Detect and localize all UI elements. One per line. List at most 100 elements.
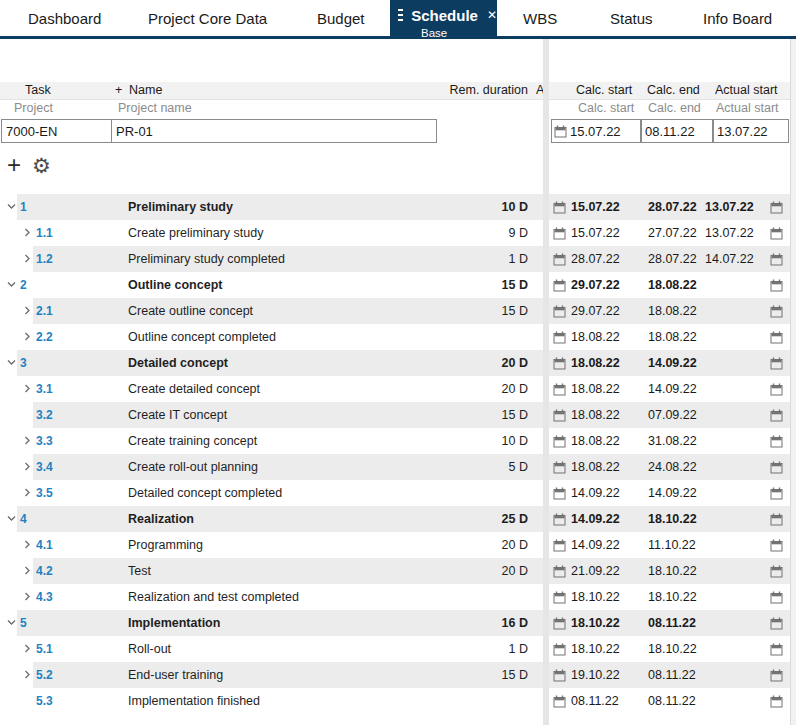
task-name[interactable]: Implementation finished bbox=[128, 694, 260, 708]
actual-start-date[interactable]: 13.07.22 bbox=[705, 226, 763, 240]
task-name[interactable]: Programming bbox=[128, 538, 203, 552]
calc-end-date[interactable]: 14.09.22 bbox=[648, 356, 705, 370]
calendar-icon[interactable] bbox=[553, 617, 566, 630]
calc-end-date[interactable]: 28.07.22 bbox=[648, 252, 705, 266]
table-row[interactable]: 4.3 Realization and test completed 18.10… bbox=[0, 584, 796, 610]
calc-end-date[interactable]: 18.10.22 bbox=[648, 642, 705, 656]
calc-start-date[interactable]: 14.09.22 bbox=[571, 512, 648, 526]
calendar-icon[interactable] bbox=[770, 643, 783, 656]
calendar-icon[interactable] bbox=[553, 357, 566, 370]
close-tab-icon[interactable]: ✕ bbox=[487, 9, 497, 21]
task-rem-duration[interactable]: 25 D bbox=[502, 512, 528, 526]
calc-start-date[interactable]: 29.07.22 bbox=[571, 304, 648, 318]
hamburger-menu-icon[interactable] bbox=[398, 9, 403, 22]
calendar-icon[interactable] bbox=[553, 461, 566, 474]
tab-info-board[interactable]: Info Board bbox=[703, 0, 772, 36]
calendar-icon[interactable] bbox=[553, 539, 566, 552]
table-row[interactable]: 2.1 Create outline concept 15 D 29.07.22… bbox=[0, 298, 796, 324]
calc-start-date[interactable]: 18.08.22 bbox=[571, 460, 648, 474]
expand-chevron-icon[interactable] bbox=[5, 513, 17, 527]
calc-start-date[interactable]: 18.08.22 bbox=[571, 434, 648, 448]
task-rem-duration[interactable]: 20 D bbox=[502, 564, 528, 578]
add-column-icon[interactable]: + bbox=[115, 83, 122, 97]
expand-chevron-icon[interactable] bbox=[21, 643, 33, 657]
table-row[interactable]: 3 Detailed concept 20 D 18.08.22 14.09.2… bbox=[0, 350, 796, 376]
actual-start-date[interactable]: 13.07.22 bbox=[705, 200, 763, 214]
calc-end-date[interactable]: 07.09.22 bbox=[648, 408, 705, 422]
table-row[interactable]: 5.3 Implementation finished 08.11.22 08.… bbox=[0, 688, 796, 714]
tab-budget[interactable]: Budget bbox=[317, 0, 365, 36]
expand-chevron-icon[interactable] bbox=[5, 617, 17, 631]
tab-wbs[interactable]: WBS bbox=[523, 0, 557, 36]
task-rem-duration[interactable]: 15 D bbox=[502, 408, 528, 422]
task-name[interactable]: Roll-out bbox=[128, 642, 171, 656]
task-name[interactable]: Realization and test completed bbox=[128, 590, 299, 604]
calendar-icon[interactable] bbox=[770, 695, 783, 708]
task-rem-duration[interactable]: 15 D bbox=[502, 304, 528, 318]
calc-end-date[interactable]: 31.08.22 bbox=[648, 434, 705, 448]
expand-chevron-icon[interactable] bbox=[21, 591, 33, 605]
task-name[interactable]: Preliminary study bbox=[128, 200, 233, 214]
header-task[interactable]: Task bbox=[25, 83, 51, 97]
calc-start-date[interactable]: 18.08.22 bbox=[571, 408, 648, 422]
tab-project-core-data[interactable]: Project Core Data bbox=[148, 0, 267, 36]
header-truncated-column[interactable]: A bbox=[536, 83, 543, 97]
add-task-icon[interactable]: + bbox=[7, 152, 21, 178]
project-actual-start-input[interactable] bbox=[714, 124, 788, 139]
expand-chevron-icon[interactable] bbox=[21, 331, 33, 345]
table-row[interactable]: 1 Preliminary study 10 D 15.07.22 28.07.… bbox=[0, 194, 796, 220]
calc-start-date[interactable]: 14.09.22 bbox=[571, 486, 648, 500]
task-rem-duration[interactable]: 20 D bbox=[502, 356, 528, 370]
task-rem-duration[interactable]: 9 D bbox=[509, 226, 528, 240]
expand-chevron-icon[interactable] bbox=[5, 357, 17, 371]
calendar-icon[interactable] bbox=[553, 565, 566, 578]
calendar-icon[interactable] bbox=[553, 591, 566, 604]
task-rem-duration[interactable]: 20 D bbox=[502, 382, 528, 396]
calc-start-date[interactable]: 18.08.22 bbox=[571, 330, 648, 344]
table-row[interactable]: 4.1 Programming 20 D 14.09.22 11.10.22 bbox=[0, 532, 796, 558]
table-row[interactable]: 2.2 Outline concept completed 18.08.22 1… bbox=[0, 324, 796, 350]
calc-start-date[interactable]: 29.07.22 bbox=[571, 278, 648, 292]
table-row[interactable]: 1.1 Create preliminary study 9 D 15.07.2… bbox=[0, 220, 796, 246]
calc-end-date[interactable]: 08.11.22 bbox=[648, 668, 705, 682]
expand-chevron-icon[interactable] bbox=[21, 539, 33, 553]
task-name[interactable]: Create preliminary study bbox=[128, 226, 263, 240]
tab-dashboard[interactable]: Dashboard bbox=[28, 0, 101, 36]
calendar-icon[interactable] bbox=[553, 331, 566, 344]
expand-chevron-icon[interactable] bbox=[21, 565, 33, 579]
task-name[interactable]: Preliminary study completed bbox=[128, 252, 285, 266]
calendar-icon[interactable] bbox=[770, 565, 783, 578]
project-calc-end-input[interactable] bbox=[642, 124, 712, 139]
calendar-icon[interactable] bbox=[770, 409, 783, 422]
calendar-icon[interactable] bbox=[770, 591, 783, 604]
header-calc-start[interactable]: Calc. start bbox=[576, 83, 632, 97]
task-name[interactable]: Outline concept completed bbox=[128, 330, 276, 344]
calc-start-date[interactable]: 18.08.22 bbox=[571, 356, 648, 370]
expand-chevron-icon[interactable] bbox=[21, 487, 33, 501]
calendar-icon[interactable] bbox=[770, 279, 783, 292]
task-name[interactable]: Implementation bbox=[128, 616, 220, 630]
calendar-icon[interactable] bbox=[770, 357, 783, 370]
calendar-icon[interactable] bbox=[553, 435, 566, 448]
calendar-icon[interactable] bbox=[553, 279, 566, 292]
calendar-icon[interactable] bbox=[770, 461, 783, 474]
calendar-icon[interactable] bbox=[770, 305, 783, 318]
table-row[interactable]: 1.2 Preliminary study completed 1 D 28.0… bbox=[0, 246, 796, 272]
calendar-icon[interactable] bbox=[770, 617, 783, 630]
actual-start-date[interactable]: 14.07.22 bbox=[705, 252, 763, 266]
calendar-icon[interactable] bbox=[553, 201, 566, 214]
task-rem-duration[interactable]: 1 D bbox=[509, 642, 528, 656]
calc-start-date[interactable]: 28.07.22 bbox=[571, 252, 648, 266]
table-row[interactable]: 4 Realization 25 D 14.09.22 18.10.22 bbox=[0, 506, 796, 532]
header-rem-duration[interactable]: Rem. duration bbox=[449, 83, 528, 97]
expand-chevron-icon[interactable] bbox=[21, 253, 33, 267]
header-calc-end[interactable]: Calc. end bbox=[647, 83, 700, 97]
header-actual-start[interactable]: Actual start bbox=[715, 83, 778, 97]
calendar-icon[interactable] bbox=[770, 669, 783, 682]
expand-chevron-icon[interactable] bbox=[21, 435, 33, 449]
task-rem-duration[interactable]: 10 D bbox=[502, 200, 528, 214]
tab-status[interactable]: Status bbox=[610, 0, 653, 36]
task-name[interactable]: Create outline concept bbox=[128, 304, 253, 318]
calc-start-date[interactable]: 08.11.22 bbox=[571, 694, 648, 708]
calendar-icon[interactable] bbox=[770, 227, 783, 240]
